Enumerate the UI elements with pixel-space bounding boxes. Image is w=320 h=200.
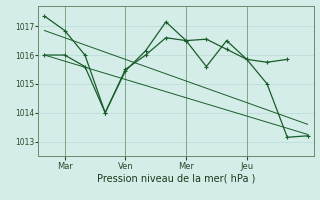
X-axis label: Pression niveau de la mer( hPa ): Pression niveau de la mer( hPa ) [97,173,255,183]
